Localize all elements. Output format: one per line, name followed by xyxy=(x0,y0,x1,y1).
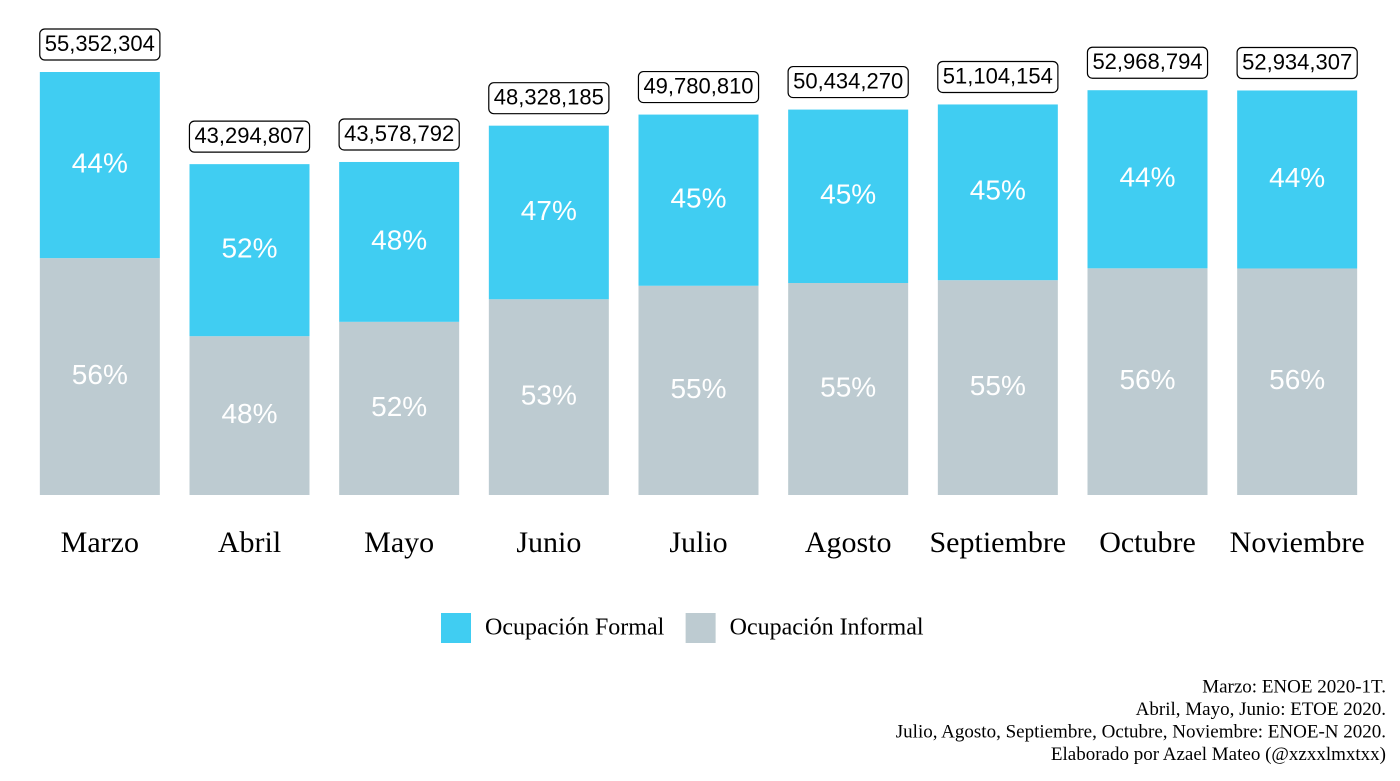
total-label: 51,104,154 xyxy=(943,63,1053,88)
value-label: 45% xyxy=(820,179,876,210)
legend-swatch xyxy=(441,613,471,643)
x-tick-label: Septiembre xyxy=(930,526,1067,559)
total-label: 55,352,304 xyxy=(45,31,155,56)
value-label: 56% xyxy=(1269,364,1325,395)
bar-segment xyxy=(339,161,460,322)
value-label: 55% xyxy=(670,373,726,404)
bar-segment xyxy=(39,72,160,259)
bar-segment xyxy=(638,114,759,286)
x-tick-label: Junio xyxy=(516,526,581,559)
value-label: 44% xyxy=(72,147,128,178)
x-tick-label: Mayo xyxy=(364,526,434,559)
bar-segment xyxy=(189,336,310,495)
value-label: 55% xyxy=(820,371,876,402)
total-label: 50,434,270 xyxy=(793,68,903,93)
legend-label: Ocupación Informal xyxy=(730,615,924,641)
bar-segment xyxy=(189,164,310,337)
x-tick-label: Marzo xyxy=(61,526,139,559)
x-tick-label: Agosto xyxy=(805,526,892,559)
total-label-box xyxy=(488,82,610,115)
value-label: 47% xyxy=(521,195,577,226)
total-label: 52,934,307 xyxy=(1242,49,1352,74)
total-label-box xyxy=(188,120,311,153)
total-label-box xyxy=(637,70,760,104)
bar-segment xyxy=(638,285,759,495)
bar-segment xyxy=(1087,90,1208,269)
caption: Marzo: ENOE 2020-1T. xyxy=(1202,676,1386,697)
bar-segment xyxy=(488,125,609,300)
bar-segment xyxy=(1237,268,1358,495)
bar-segment xyxy=(788,283,909,495)
total-label-box xyxy=(1086,46,1209,79)
total-label: 48,328,185 xyxy=(494,84,604,109)
value-label: 56% xyxy=(72,359,128,390)
legend-label: Ocupación Formal xyxy=(485,615,665,641)
bar-segment xyxy=(937,104,1058,281)
bar-segment xyxy=(937,280,1058,495)
caption: Abril, Mayo, Junio: ETOE 2020. xyxy=(1136,699,1386,720)
total-label: 43,578,792 xyxy=(344,121,454,146)
x-tick-label: Noviembre xyxy=(1230,526,1365,559)
value-label: 52% xyxy=(371,391,427,422)
value-label: 52% xyxy=(221,233,277,264)
legend-swatch xyxy=(685,613,716,643)
x-tick-label: Julio xyxy=(669,526,727,559)
caption: Julio, Agosto, Septiembre, Octubre, Novi… xyxy=(896,721,1386,742)
total-label-box xyxy=(937,60,1059,94)
value-label: 55% xyxy=(970,370,1026,401)
value-label: 45% xyxy=(970,175,1026,206)
bar-segment xyxy=(1237,90,1358,269)
bar-segment xyxy=(788,109,909,284)
x-tick-label: Octubre xyxy=(1099,526,1196,559)
value-label: 44% xyxy=(1269,162,1325,193)
caption: Elaborado por Azael Mateo (@xzxxlmxtxx) xyxy=(1051,744,1386,765)
bar-segment xyxy=(39,258,160,495)
total-label: 43,294,807 xyxy=(194,123,304,148)
total-label-box xyxy=(39,28,161,61)
value-label: 44% xyxy=(1119,162,1175,193)
total-label-box xyxy=(787,65,909,99)
bar-segment xyxy=(339,321,460,495)
value-label: 53% xyxy=(521,380,577,411)
value-label: 45% xyxy=(670,183,726,214)
value-label: 48% xyxy=(371,224,427,255)
total-label: 49,780,810 xyxy=(643,73,753,98)
total-label-box xyxy=(338,118,460,151)
value-label: 48% xyxy=(221,398,277,429)
total-label: 52,968,794 xyxy=(1092,49,1202,74)
x-tick-label: Abril xyxy=(218,526,281,559)
value-label: 56% xyxy=(1119,364,1175,395)
bar-segment xyxy=(1087,268,1208,495)
bar-segment xyxy=(488,299,609,495)
total-label-box xyxy=(1236,46,1358,80)
